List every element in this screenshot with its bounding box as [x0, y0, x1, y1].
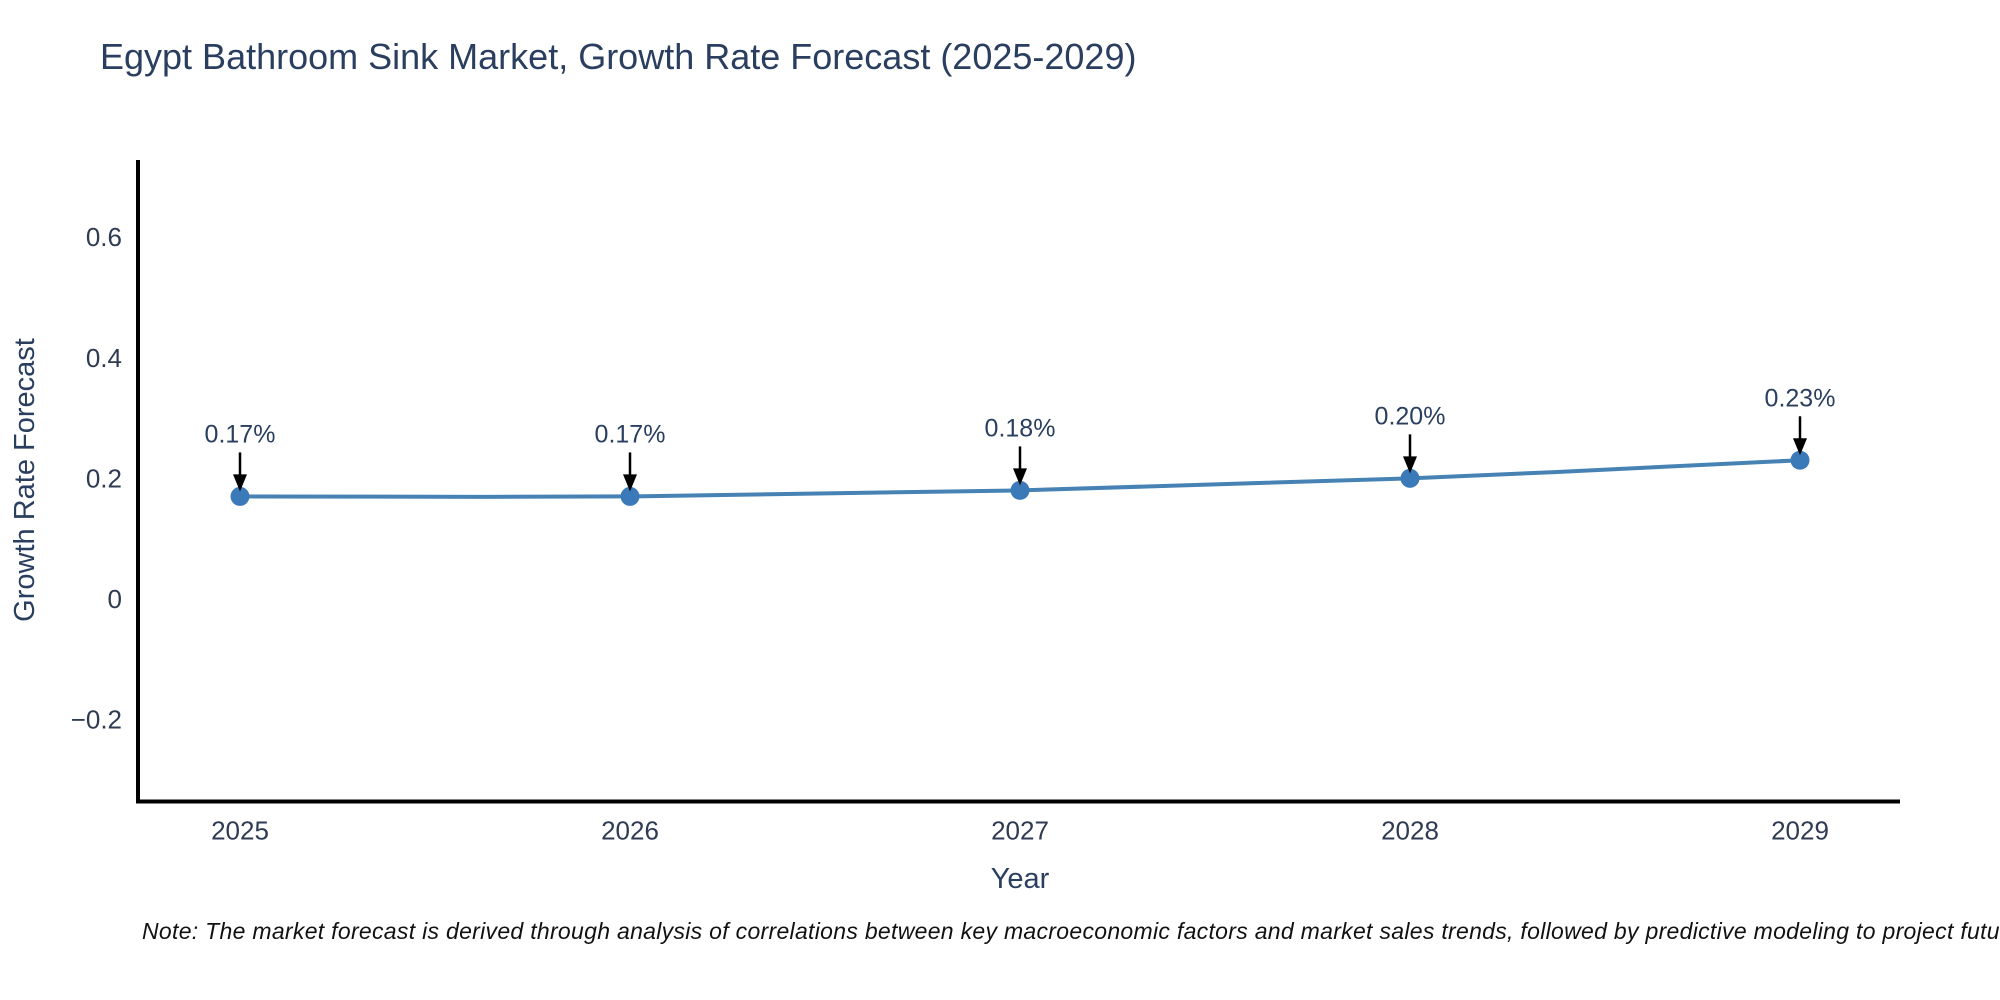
x-tick-label: 2029 — [1771, 816, 1829, 846]
point-value-label: 0.20% — [1375, 402, 1446, 430]
annotation-arrowhead-icon — [1403, 456, 1417, 474]
x-tick-label: 2025 — [211, 816, 269, 846]
x-tick-label: 2026 — [601, 816, 659, 846]
point-value-label: 0.17% — [595, 420, 666, 448]
point-annotations: 0.17% 0.17% 0.18% 0.20% 0.23% — [205, 384, 1836, 492]
annotation-arrowhead-icon — [1013, 468, 1027, 486]
data-point-marker-2029 — [1790, 450, 1810, 470]
chart-title: Egypt Bathroom Sink Market, Growth Rate … — [100, 36, 1137, 77]
point-value-label: 0.23% — [1765, 384, 1836, 412]
x-axis-title: Year — [991, 863, 1050, 895]
y-tick-label: 0 — [108, 584, 122, 614]
y-tick-label: 0.4 — [86, 343, 122, 373]
data-series — [230, 450, 1810, 506]
y-tick-label: −0.2 — [71, 705, 122, 735]
x-tick-label: 2028 — [1381, 816, 1439, 846]
y-tick-label: 0.2 — [86, 463, 122, 493]
y-axis-title: Growth Rate Forecast — [9, 338, 41, 622]
x-tick-label: 2027 — [991, 816, 1049, 846]
y-axis-ticks: −0.2 0 0.2 0.4 0.6 — [71, 222, 122, 734]
annotation-arrowhead-icon — [623, 474, 637, 492]
y-tick-label: 0.6 — [86, 222, 122, 252]
point-value-label: 0.18% — [985, 414, 1056, 442]
data-point-marker-2028 — [1400, 468, 1420, 488]
footnote: Note: The market forecast is derived thr… — [142, 918, 2000, 944]
x-axis-ticks: 2025 2026 2027 2028 2029 — [211, 816, 1829, 846]
point-value-label: 0.17% — [205, 420, 276, 448]
data-point-marker-2025 — [230, 486, 250, 506]
data-point-marker-2026 — [620, 486, 640, 506]
data-point-marker-2027 — [1010, 480, 1030, 500]
annotation-arrowhead-icon — [1793, 438, 1807, 456]
annotation-arrowhead-icon — [233, 474, 247, 492]
